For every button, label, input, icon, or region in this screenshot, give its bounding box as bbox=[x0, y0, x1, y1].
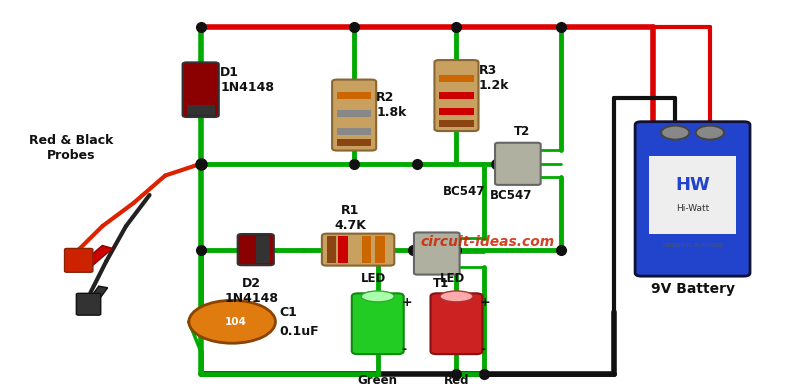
Bar bbox=[337, 139, 371, 146]
Text: T2: T2 bbox=[514, 126, 530, 138]
Bar bbox=[375, 236, 385, 263]
Circle shape bbox=[189, 300, 275, 343]
Bar bbox=[327, 236, 336, 263]
Text: -: - bbox=[401, 343, 407, 355]
Bar bbox=[256, 236, 270, 263]
FancyBboxPatch shape bbox=[183, 63, 219, 117]
Text: LED: LED bbox=[440, 273, 465, 285]
FancyBboxPatch shape bbox=[238, 234, 274, 265]
FancyBboxPatch shape bbox=[635, 122, 750, 276]
Bar bbox=[439, 92, 474, 99]
Bar bbox=[338, 236, 348, 263]
Text: R1
4.7K: R1 4.7K bbox=[334, 204, 366, 232]
FancyBboxPatch shape bbox=[414, 233, 460, 274]
Text: R2
1.8k: R2 1.8k bbox=[376, 91, 407, 119]
Text: Hi-Watt: Hi-Watt bbox=[676, 204, 709, 213]
Bar bbox=[75, 246, 113, 272]
Text: BC547: BC547 bbox=[443, 185, 486, 197]
FancyBboxPatch shape bbox=[332, 80, 376, 151]
Bar bbox=[337, 127, 371, 135]
Text: Green: Green bbox=[358, 375, 397, 387]
Text: +: + bbox=[401, 296, 412, 309]
Bar bbox=[337, 110, 371, 117]
FancyBboxPatch shape bbox=[322, 234, 394, 265]
Bar bbox=[187, 105, 215, 115]
Text: +: + bbox=[480, 296, 491, 309]
Text: 0.1uF: 0.1uF bbox=[279, 325, 319, 338]
Text: D1
1N4148: D1 1N4148 bbox=[220, 66, 275, 94]
FancyBboxPatch shape bbox=[434, 60, 478, 131]
Ellipse shape bbox=[440, 291, 473, 302]
Text: -: - bbox=[480, 343, 486, 355]
Text: R3
1.2k: R3 1.2k bbox=[478, 64, 509, 92]
Text: HW: HW bbox=[675, 176, 710, 194]
Bar bbox=[649, 156, 736, 234]
FancyBboxPatch shape bbox=[430, 293, 482, 354]
Bar bbox=[337, 92, 371, 99]
Text: LED: LED bbox=[361, 273, 386, 285]
Text: 9V Battery: 9V Battery bbox=[651, 282, 734, 296]
Text: Red & Black
Probes: Red & Black Probes bbox=[28, 134, 113, 162]
Circle shape bbox=[661, 126, 689, 140]
Text: Red: Red bbox=[444, 375, 469, 387]
FancyBboxPatch shape bbox=[495, 143, 541, 185]
Bar bbox=[362, 236, 371, 263]
Text: C1: C1 bbox=[279, 305, 297, 319]
Text: D2
1N4148: D2 1N4148 bbox=[225, 276, 279, 305]
Text: circuit-ideas.com: circuit-ideas.com bbox=[421, 235, 555, 249]
Bar bbox=[83, 286, 108, 310]
Text: 104: 104 bbox=[224, 317, 246, 327]
Circle shape bbox=[696, 126, 724, 140]
Text: BC547: BC547 bbox=[490, 188, 533, 201]
FancyBboxPatch shape bbox=[352, 293, 404, 354]
FancyBboxPatch shape bbox=[65, 248, 93, 272]
FancyBboxPatch shape bbox=[76, 293, 101, 315]
Ellipse shape bbox=[361, 291, 394, 302]
Bar bbox=[439, 120, 474, 127]
Bar bbox=[439, 108, 474, 115]
Text: T1: T1 bbox=[433, 277, 449, 290]
Bar bbox=[439, 75, 474, 82]
Text: GENERAL PURPOSE: GENERAL PURPOSE bbox=[663, 243, 722, 248]
